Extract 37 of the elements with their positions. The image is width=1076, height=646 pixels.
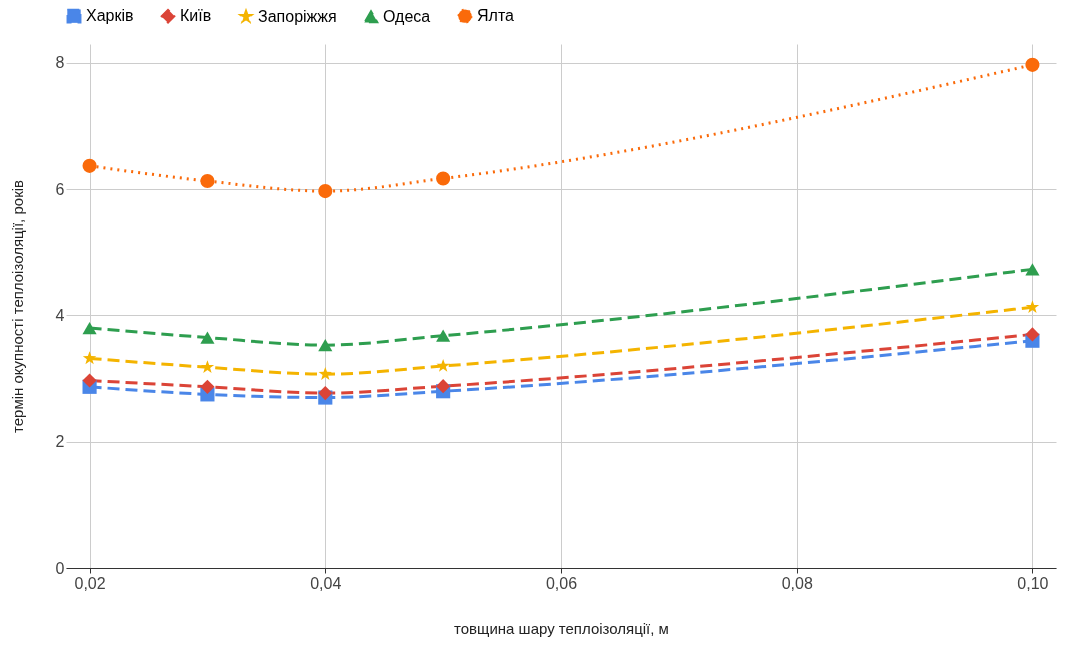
point — [200, 173, 215, 189]
y-tick-label: 6 — [55, 180, 65, 198]
y-tick-label: 2 — [55, 433, 65, 451]
x-tick-label: 0,10 — [1017, 574, 1049, 592]
point — [1025, 57, 1040, 72]
point — [200, 360, 215, 373]
point — [1025, 263, 1040, 276]
point — [1025, 300, 1040, 313]
point — [318, 184, 333, 199]
y-tick-label: 0 — [55, 559, 65, 577]
point — [318, 367, 332, 380]
y-tick-label: 4 — [55, 306, 65, 324]
x-axis-title: товщина шару теплоізоляції, м — [454, 619, 669, 637]
x-tick-label: 0,06 — [545, 574, 578, 592]
point — [200, 331, 215, 344]
legend-label: Запоріжжя — [258, 7, 337, 25]
point — [436, 358, 450, 372]
point — [436, 379, 451, 394]
x-tick-label: 0,08 — [781, 574, 813, 592]
legend-label: Ялта — [477, 7, 515, 25]
y-axis-title: термін окупності теплоізоляції, років — [8, 179, 26, 434]
point — [318, 386, 333, 401]
point — [82, 158, 97, 173]
legend-label: Одеса — [383, 7, 431, 25]
point — [436, 329, 451, 342]
legend-label: Харків — [86, 7, 134, 25]
point — [436, 171, 451, 186]
x-tick-label: 0,02 — [74, 574, 106, 592]
point — [200, 379, 215, 394]
point — [318, 339, 333, 352]
point — [82, 351, 97, 365]
point — [82, 373, 97, 388]
y-tick-label: 8 — [55, 54, 65, 72]
point — [82, 321, 97, 335]
point — [1025, 327, 1040, 342]
legend-label: Київ — [180, 7, 212, 25]
x-tick-label: 0,04 — [310, 574, 342, 592]
